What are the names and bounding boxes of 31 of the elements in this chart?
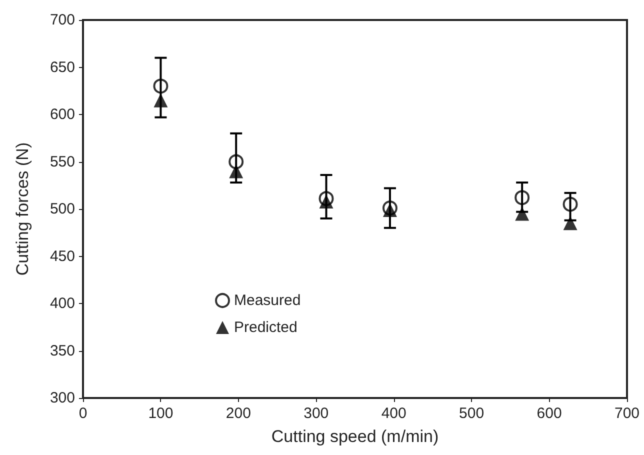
y-tick-label: 300 [50,390,75,406]
y-tick-label: 500 [50,200,75,218]
y-tick-label: 600 [50,106,75,123]
point [318,191,334,206]
x-tick-label: 100 [148,405,174,422]
point [228,154,244,170]
x-tick-label: 300 [304,405,329,422]
y-tick-label: 650 [50,58,75,76]
y-tick-label: 400 [50,295,75,312]
legend-label: Predicted [234,319,298,336]
point [514,190,530,206]
point [229,164,244,178]
point [319,194,334,208]
y-tick-label: 450 [50,248,75,265]
y-tick-label: 700 [50,12,75,28]
x-tick-label: 200 [226,405,251,422]
x-tick-label: 0 [78,405,88,422]
point [515,206,530,221]
legend-label: Measured [234,292,301,309]
x-axis-title: Cutting speed (m/min) [271,427,439,446]
point [563,216,578,230]
point [562,196,578,212]
x-tick-label: 400 [381,405,406,422]
x-tick-label: 500 [459,405,484,422]
point [153,78,168,94]
y-axis-title: Cutting forces (N) [13,142,32,276]
point [154,93,168,108]
x-tick-label: 600 [536,405,562,422]
y-tick-label: 550 [50,153,75,170]
y-tick-label: 350 [50,342,75,360]
x-tick-label: 700 [614,405,640,422]
